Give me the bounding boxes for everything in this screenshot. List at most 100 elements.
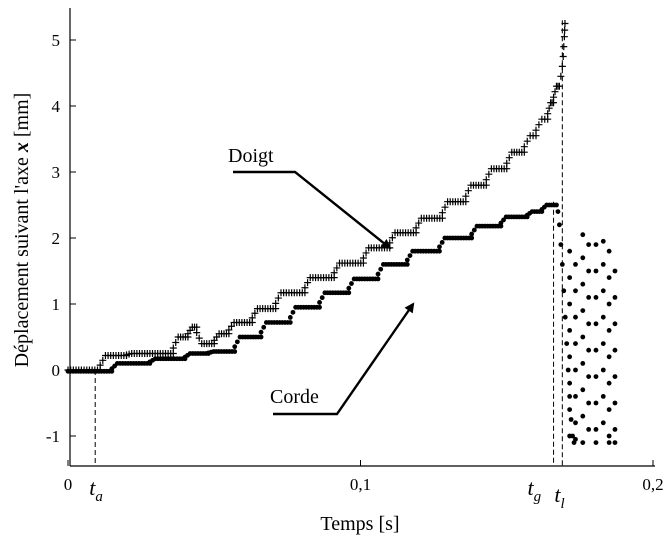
y-tick-label: -1 [46,427,60,446]
doigt-point [485,170,493,178]
corde-oscillation-point [567,275,573,280]
corde-oscillation-point [573,262,578,267]
corde-point [559,262,565,267]
corde-oscillation-point [606,407,612,412]
corde-point [437,244,442,250]
series-doigt [64,20,569,374]
y-axis-title-text: Déplacement suivant l'axe [11,152,33,367]
doigt-point [415,219,423,227]
corde-oscillation-point [580,440,586,445]
corde-point [469,231,475,237]
corde-point [346,285,352,291]
corde-point [471,227,477,233]
arrow-doigt [233,170,392,250]
corde-point [232,349,238,354]
doigt-point [520,143,528,151]
doigt-point [555,82,563,90]
doigt-point [560,43,568,51]
corde-oscillation-point [586,295,592,300]
corde-point [232,344,238,350]
corde-point [287,315,293,320]
corde-oscillation-point [580,334,586,340]
corde-oscillation-point [612,427,618,432]
corde-oscillation-point [586,321,592,327]
corde-oscillation-point [612,347,618,353]
corde-point [375,271,381,277]
corde-oscillation-point [600,394,606,399]
corde-point [404,257,410,263]
doigt-point [333,264,341,272]
corde-oscillation-point [600,262,606,267]
corde-point [558,242,564,248]
doigt-point [441,203,449,211]
corde-point [437,248,442,254]
doigt-point [227,322,235,330]
y-tick-label: 1 [52,295,61,314]
corde-point [319,295,325,301]
x-axis-title: Temps [s] [320,513,399,535]
corde-oscillation-point [567,354,573,360]
corde-oscillation-point [593,347,599,353]
corde-point [258,329,264,335]
doigt-point [503,159,511,167]
doigt-point [99,356,107,364]
corde-oscillation-point [593,242,599,248]
doigt-point [523,137,531,145]
corde-point [317,304,322,310]
y-tick-label: 2 [52,229,61,248]
corde-point [407,253,413,258]
corde-point [290,309,296,315]
doigt-point [559,53,567,60]
y-tick-label: 5 [52,31,61,50]
x-tick-label: 0 [64,475,73,494]
time-marker-sub: a [95,489,103,505]
corde-point [567,394,573,399]
label-doigt: Doigt [228,145,274,167]
corde-oscillation-point [580,308,586,313]
corde-point [469,235,475,241]
doigt-point [545,104,553,112]
corde-point [568,417,574,422]
time-marker-sub: g [534,489,542,505]
corde-oscillation-point [606,380,612,386]
corde-point [346,290,352,296]
y-tick-label: 3 [52,163,61,182]
doigt-point [438,209,446,217]
y-axis-title-variable: x [11,142,33,153]
corde-point [261,324,267,330]
corde-oscillation-point [600,288,606,294]
corde-oscillation-point [593,400,599,406]
doigt-point [304,279,312,287]
doigt-point [362,249,370,257]
corde-oscillation-point [593,440,599,445]
corde-point [287,320,293,325]
doigt-point [462,192,470,200]
corde-oscillation-point [580,255,586,261]
corde-oscillation-point [612,295,618,300]
corde-oscillation-point [606,328,612,333]
corde-oscillation-point [567,407,573,412]
corde-point [557,222,562,228]
series-corde [65,202,618,445]
corde-oscillation-point [600,238,606,244]
time-marker-sub: l [560,496,564,512]
corde-oscillation-point [580,361,586,366]
doigt-point [272,299,280,307]
corde-oscillation-point [586,242,592,248]
doigt-point [225,326,233,334]
y-tick-label: 4 [52,97,61,116]
corde-oscillation-point [586,374,592,379]
doigt-point [551,88,559,96]
corde-oscillation-point [593,295,599,300]
doigt-point [550,93,558,101]
doigt-point [532,126,540,134]
corde-oscillation-point [567,248,573,254]
corde-oscillation-point [567,380,573,386]
corde-point [554,202,559,208]
corde-point [555,209,561,215]
doigt-point [544,110,552,118]
corde-point [375,276,381,282]
